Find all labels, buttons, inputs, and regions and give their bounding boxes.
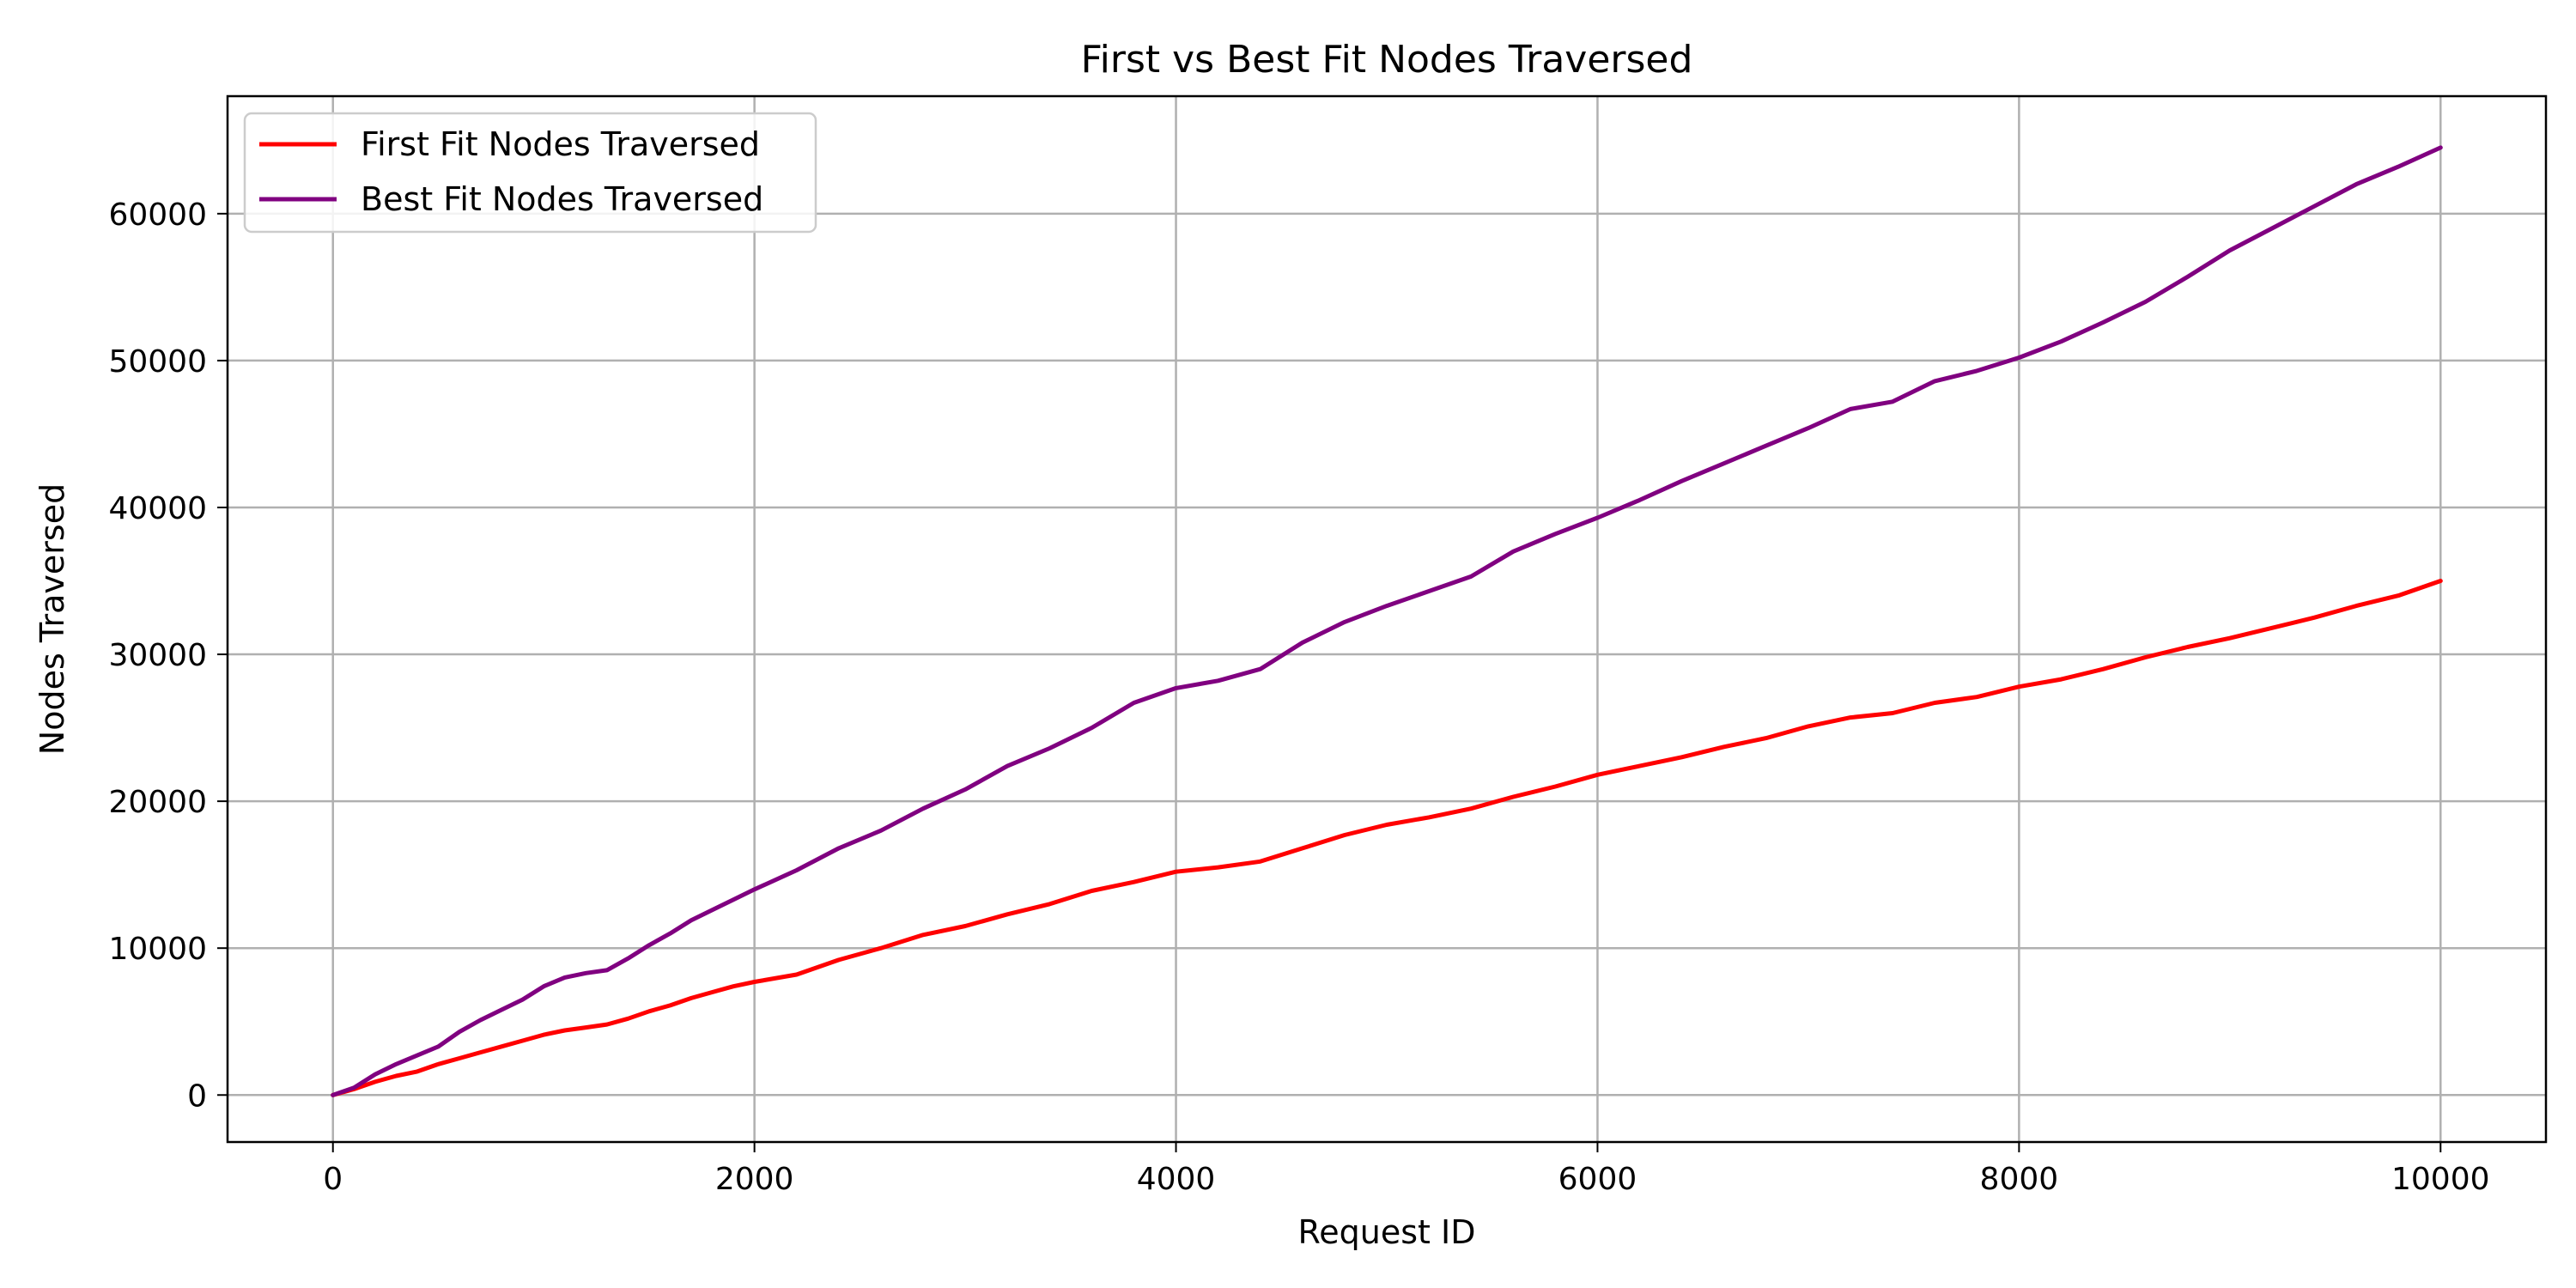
y-axis-label: Nodes Traversed [33, 483, 71, 755]
y-tick-label: 60000 [108, 197, 207, 233]
x-tick-label: 2000 [715, 1162, 794, 1197]
y-tick-label: 30000 [108, 638, 207, 673]
y-tick-label: 10000 [108, 932, 207, 967]
y-tick-label: 50000 [108, 344, 207, 380]
legend-label-best-fit: Best Fit Nodes Traversed [361, 180, 763, 218]
x-tick-label: 0 [323, 1162, 343, 1197]
axis-ticks: 0 2000 4000 6000 8000 10000 0 10000 20000 30000 40… [108, 197, 2489, 1197]
chart-title: First vs Best Fit Nodes Traversed [1081, 38, 1693, 82]
x-tick-label: 6000 [1558, 1162, 1637, 1197]
y-tick-label: 20000 [108, 785, 207, 820]
y-tick-label: 40000 [108, 491, 207, 526]
grid [228, 96, 2546, 1142]
series-layer [331, 145, 2443, 1097]
legend-label-first-fit: First Fit Nodes Traversed [361, 125, 760, 163]
plot-frame [226, 94, 2548, 1144]
x-axis-label: Request ID [1298, 1213, 1476, 1251]
x-tick-label: 10000 [2391, 1162, 2490, 1197]
legend: First Fit Nodes Traversed Best Fit Nodes… [243, 112, 817, 234]
legend-box [243, 112, 817, 234]
x-tick-label: 8000 [1980, 1162, 2059, 1197]
first-fit-line [331, 579, 2443, 1097]
best-fit-line [331, 145, 2443, 1097]
y-tick-label: 0 [187, 1078, 207, 1114]
x-tick-label: 4000 [1137, 1162, 1216, 1197]
